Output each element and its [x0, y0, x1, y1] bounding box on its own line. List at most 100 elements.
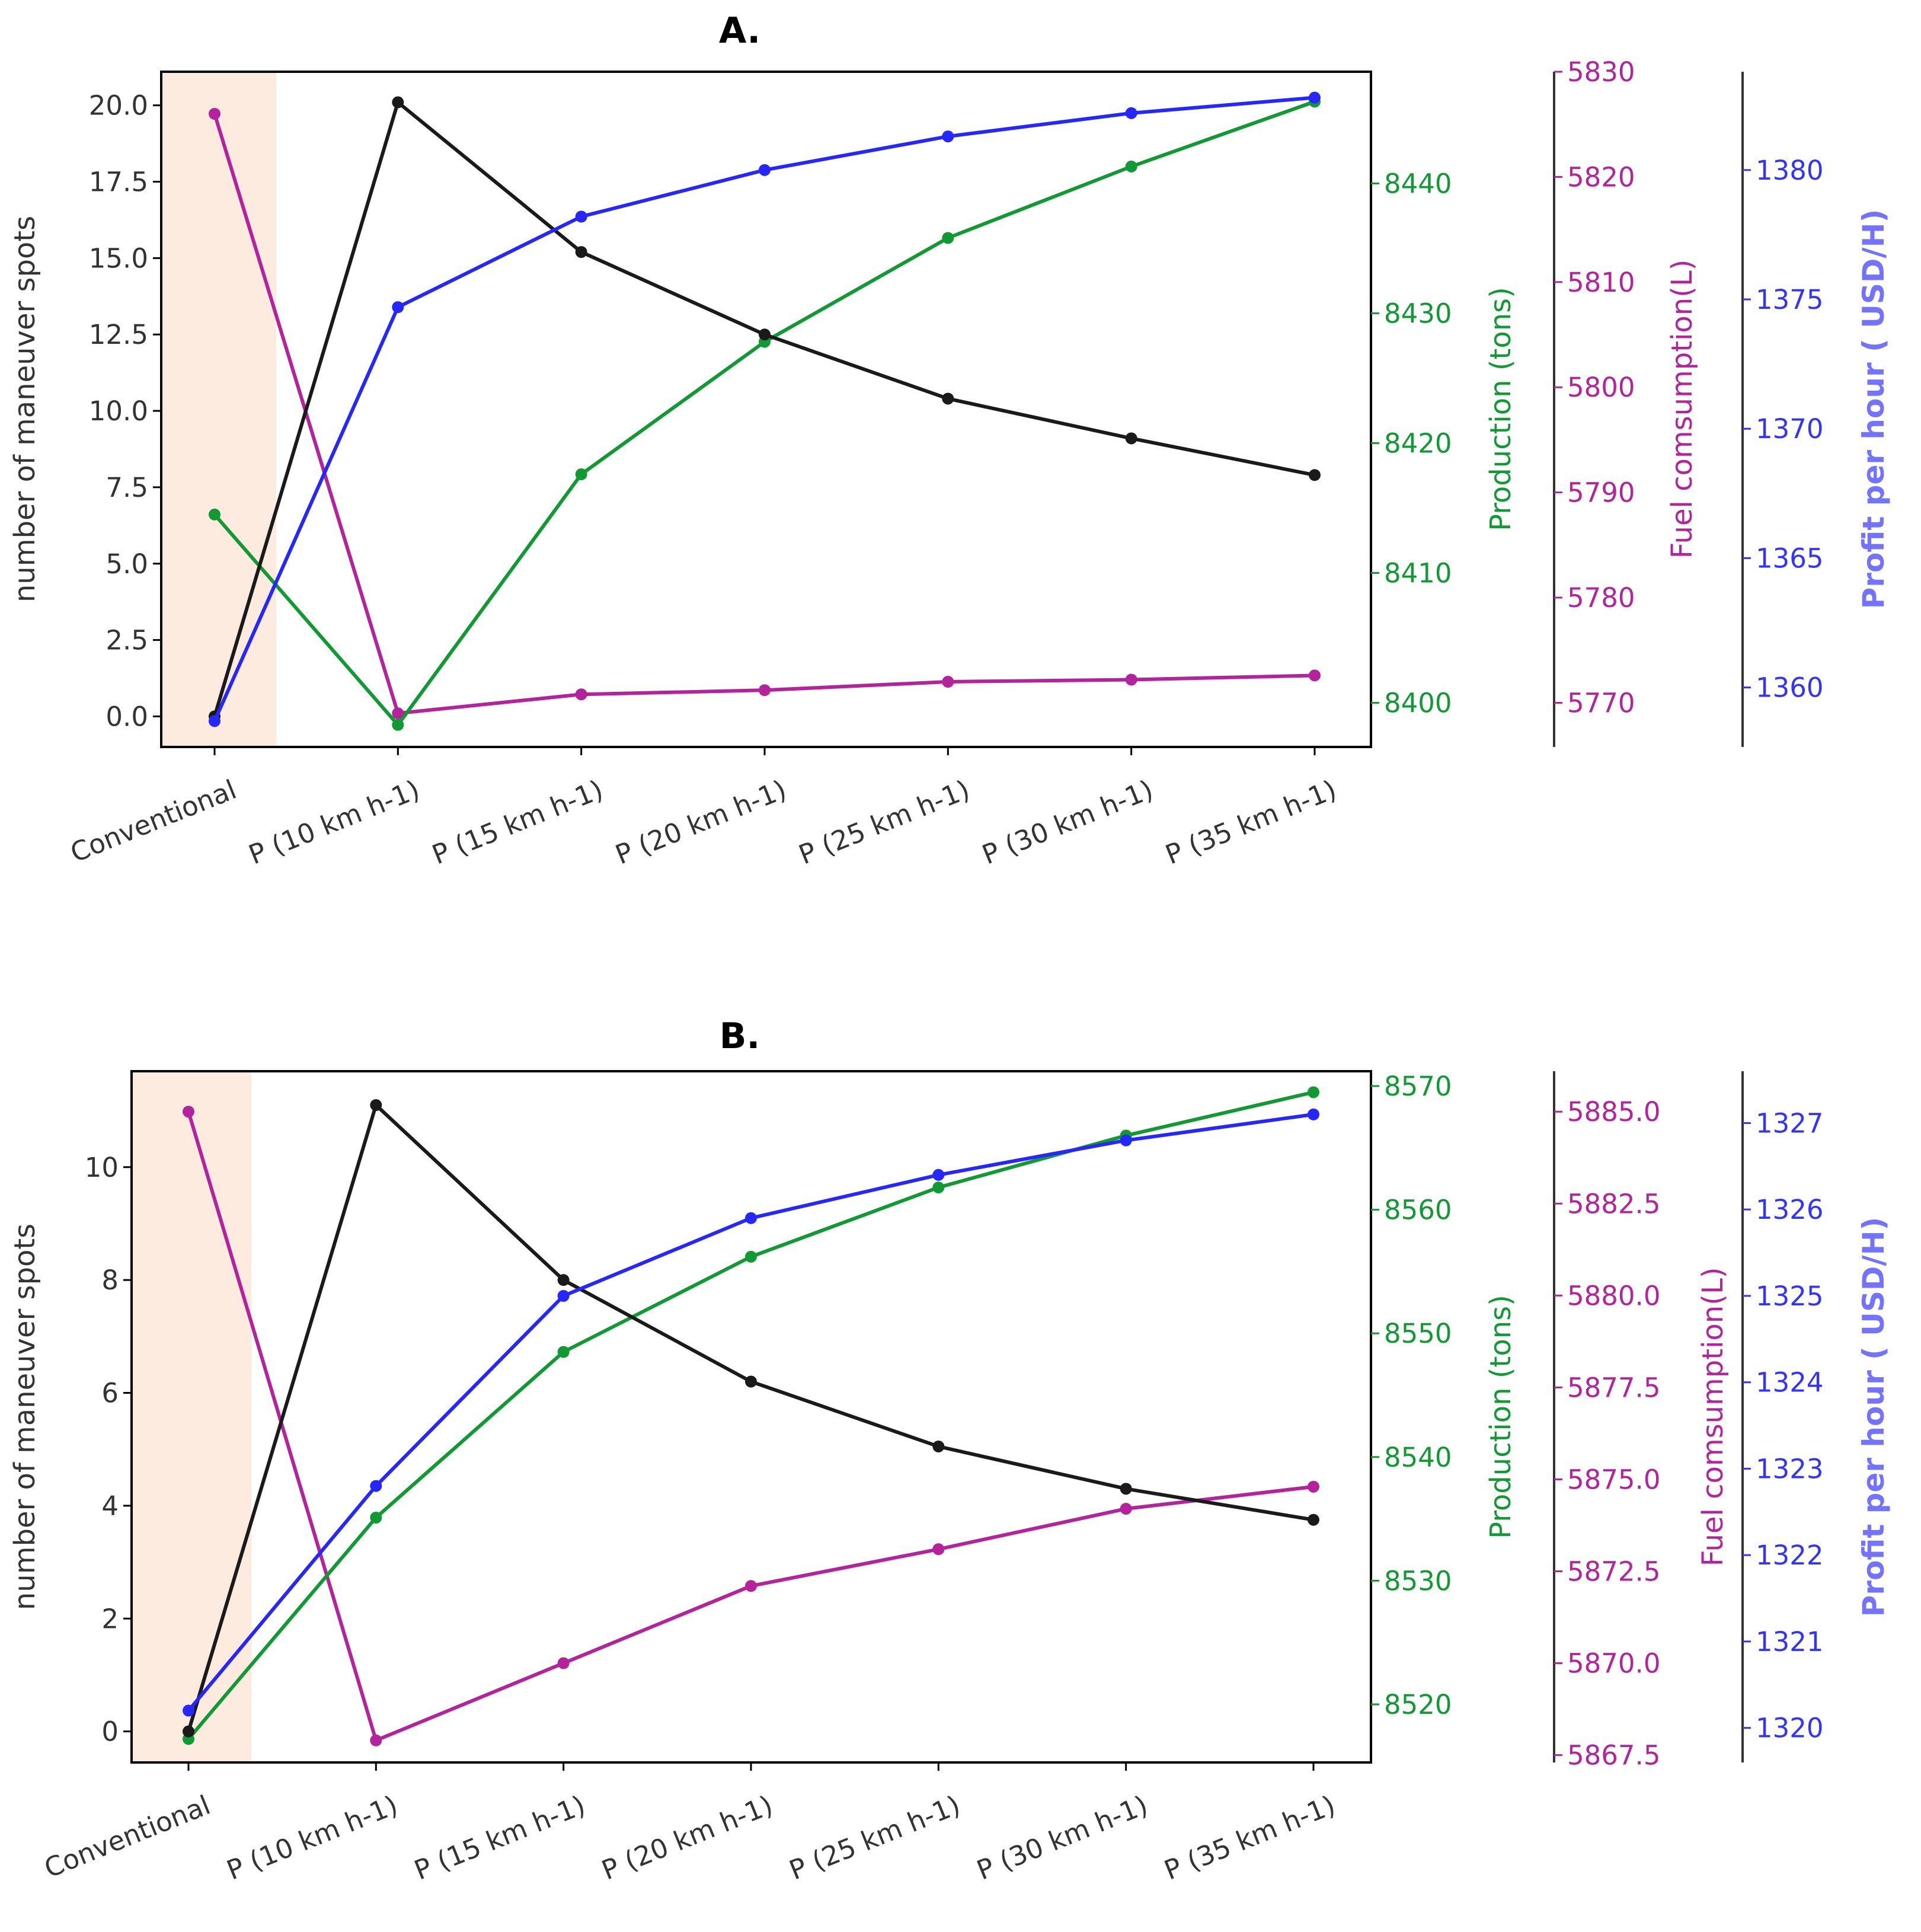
fuel-tick-label: 5877.5	[1567, 1372, 1660, 1403]
maneuver-series-point	[745, 1375, 757, 1388]
fuel-tick-label: 5882.5	[1567, 1188, 1660, 1219]
conventional-highlight-band	[133, 1072, 252, 1761]
maneuver-series-line	[187, 1103, 1314, 1732]
production-tick-label: 8560	[1384, 1195, 1452, 1226]
profit-series-point	[209, 715, 220, 727]
fuel-series-point	[1125, 673, 1137, 686]
production-series-point	[1308, 1086, 1319, 1098]
maneuver-series-point	[942, 392, 954, 405]
maneuver-tick-label: 17.5	[89, 167, 148, 198]
maneuver-series-point	[1309, 469, 1321, 481]
production-axis-label: Production (tons)	[1484, 1295, 1517, 1539]
profit-tick-label: 1365	[1756, 542, 1824, 574]
production-tick-label: 8430	[1384, 298, 1452, 329]
fuel-axis: 5770 5780 5790 5800 5810 5820 5830	[1554, 56, 1635, 718]
profit-tick-label: 1321	[1756, 1626, 1824, 1658]
production-tick-label: 8540	[1384, 1442, 1452, 1473]
fuel-series-point	[745, 1580, 757, 1592]
profit-tick-label: 1325	[1756, 1280, 1824, 1312]
series-layer	[183, 1086, 1319, 1746]
fuel-tick-label: 5810	[1567, 267, 1635, 298]
maneuver-tick-label: 8	[101, 1264, 119, 1296]
maneuver-tick-label: 7.5	[106, 472, 148, 503]
fuel-tick-label: 5872.5	[1567, 1556, 1660, 1587]
production-tick-label: 8420	[1384, 427, 1452, 459]
production-series-point	[1125, 160, 1137, 173]
maneuver-series-point	[1308, 1513, 1319, 1526]
fuel-tick-label: 5880.0	[1567, 1280, 1660, 1311]
plot-frame	[130, 1070, 1372, 1764]
profit-series-point	[932, 1168, 945, 1181]
profit-series-point	[942, 130, 954, 143]
category-tick-label: P (10 km h-1)	[222, 1789, 402, 1886]
fuel-tick-label: 5770	[1567, 687, 1635, 718]
profit-series-point	[557, 1289, 570, 1302]
fuel-series-point	[1308, 1480, 1319, 1493]
chart-title: B.	[720, 1016, 760, 1057]
fuel-tick-label: 5830	[1567, 56, 1635, 88]
maneuver-series-point	[392, 96, 404, 108]
profit-series-line	[213, 95, 1315, 722]
category-tick-label: P (30 km h-1)	[972, 1789, 1152, 1886]
maneuver-series-point	[932, 1440, 945, 1452]
fuel-tick-label: 5867.5	[1567, 1740, 1660, 1771]
fuel-series-point	[557, 1657, 570, 1669]
production-series-line	[213, 100, 1316, 727]
profit-tick-label: 1370	[1756, 413, 1824, 445]
category-tick-label: P (35 km h-1)	[1161, 774, 1341, 871]
fuel-tick-label: 5790	[1567, 477, 1635, 509]
maneuver-series-point	[759, 328, 771, 341]
profit-series-point	[1125, 107, 1137, 119]
production-tick-label: 8400	[1384, 688, 1452, 719]
profit-axis: 1360 1365 1370 1375 1380	[1743, 155, 1824, 704]
maneuver-tick-label: 12.5	[89, 319, 148, 350]
production-series-point	[557, 1346, 570, 1358]
profit-series-line	[187, 1112, 1314, 1712]
fuel-axis-label: Fuel comsumption(L)	[1696, 1267, 1730, 1567]
profit-tick-label: 1320	[1756, 1713, 1824, 1744]
profit-series-point	[370, 1480, 382, 1492]
fuel-series-point	[759, 684, 771, 697]
production-tick-label: 8520	[1384, 1689, 1452, 1720]
fuel-series-point	[575, 688, 587, 701]
category-tick-label: P (30 km h-1)	[977, 774, 1157, 871]
fuel-axis-label: Fuel comsumption(L)	[1666, 260, 1699, 559]
profit-tick-label: 1324	[1756, 1367, 1824, 1398]
production-axis-label: Production (tons)	[1484, 287, 1517, 531]
maneuver-tick-label: 6	[101, 1378, 119, 1409]
fuel-tick-label: 5885.0	[1567, 1096, 1660, 1128]
fuel-tick-label: 5800	[1567, 372, 1635, 403]
fuel-series-point	[370, 1734, 382, 1746]
fuel-series-point	[392, 707, 404, 720]
profit-series-point	[745, 1212, 757, 1224]
category-tick-label: P (25 km h-1)	[785, 1789, 964, 1886]
maneuver-axis-label: number of maneuver spots	[8, 216, 41, 602]
category-tick-label: P (15 km h-1)	[410, 1789, 589, 1886]
fuel-tick-label: 5870.0	[1567, 1648, 1660, 1679]
production-tick-label: 8570	[1384, 1071, 1452, 1102]
chart-panel-a: A. 0.0 2.5 5.0 7.5 10.0 12.5 15.0 17.5 20.0 8400…	[8, 10, 1891, 871]
category-axis: Conventional P (10 km h-1) P (15 km h-1) P …	[66, 747, 1341, 871]
profit-tick-label: 1323	[1756, 1453, 1824, 1484]
production-series-line	[187, 1090, 1314, 1741]
profit-tick-label: 1322	[1756, 1540, 1824, 1571]
fuel-series-point	[1120, 1503, 1132, 1515]
category-tick-label: P (20 km h-1)	[597, 1789, 777, 1886]
category-tick-label: P (20 km h-1)	[611, 774, 791, 871]
category-axis: Conventional P (10 km h-1) P (15 km h-1) P …	[40, 1762, 1340, 1886]
production-tick-label: 8530	[1384, 1565, 1452, 1596]
production-axis: 8400 8410 8420 8430 8440	[1371, 168, 1452, 719]
production-series-point	[745, 1250, 757, 1263]
maneuver-axis: 0.0 2.5 5.0 7.5 10.0 12.5 15.0 17.5 20.0	[89, 90, 161, 732]
fuel-tick-label: 5780	[1567, 582, 1635, 614]
profit-axis: 1320 1321 1322 1323 1324 1325 1326 1327	[1743, 1107, 1824, 1744]
maneuver-tick-label: 10.0	[89, 395, 148, 427]
maneuver-tick-label: 20.0	[89, 90, 148, 122]
production-series-point	[932, 1181, 945, 1194]
maneuver-series-point	[1125, 432, 1137, 445]
maneuver-tick-label: 10	[85, 1152, 119, 1183]
fuel-series-point	[1309, 669, 1321, 682]
profit-axis-label: Profit per hour ( USD/H)	[1856, 209, 1891, 609]
maneuver-tick-label: 0.0	[106, 701, 148, 732]
maneuver-tick-label: 2.5	[106, 625, 148, 656]
